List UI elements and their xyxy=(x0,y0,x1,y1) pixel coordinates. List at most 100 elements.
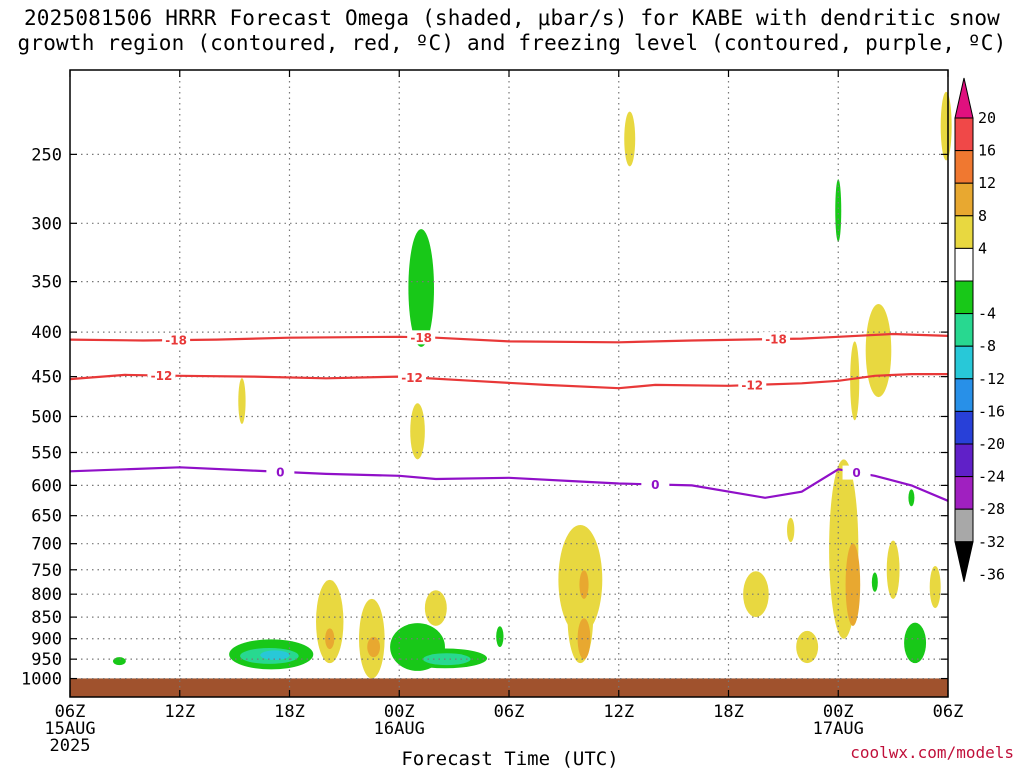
contour-label-bg xyxy=(407,330,436,345)
colorbar-bin-1 xyxy=(954,117,974,152)
x-axis-label: Forecast Time (UTC) xyxy=(401,748,618,768)
contour-label-bg xyxy=(147,368,176,383)
contour-label-0-1: 0 xyxy=(276,465,284,479)
y-tick-label-500: 500 xyxy=(31,407,62,427)
omega-cell-2 xyxy=(238,378,246,424)
x-tick-label-1-0: 12Z xyxy=(164,702,195,722)
x-tick-label-0-2: 2025 xyxy=(50,736,91,756)
colorbar-bin-5 xyxy=(954,247,974,282)
contour-label-bg xyxy=(398,370,427,385)
colorbar-bin-8 xyxy=(954,345,974,380)
omega-cell-14 xyxy=(410,403,425,460)
omega-cell-23 xyxy=(787,517,795,543)
contour-label-m18-2: -18 xyxy=(410,331,432,345)
credit-link[interactable]: coolwx.com/models xyxy=(850,743,1014,762)
y-tick-label-950: 950 xyxy=(31,650,62,670)
contour-label-bg xyxy=(641,477,670,492)
colorbar-label-4: 4 xyxy=(978,239,987,257)
colorbar-bin-11 xyxy=(954,443,974,478)
omega-cell-20 xyxy=(579,570,589,599)
y-tick-label-850: 850 xyxy=(31,608,62,628)
colorbar-bin-2 xyxy=(954,150,974,184)
omega-cell-34 xyxy=(929,565,941,609)
title-line-2: growth region (contoured, red, ºC) and f… xyxy=(17,31,1007,55)
omega-cell-25 xyxy=(835,179,842,242)
contour-label-bg xyxy=(738,377,767,392)
contour-label-bg xyxy=(266,464,295,479)
omega-cell-5 xyxy=(260,650,290,660)
omega-cell-22 xyxy=(743,571,769,618)
y-tick-label-350: 350 xyxy=(31,273,62,293)
colorbar-bin-6 xyxy=(954,280,974,315)
chart-title: 2025081506 HRRR Forecast Omega (shaded, … xyxy=(0,6,1024,56)
contour-label-bg xyxy=(762,332,791,347)
y-tick-label-750: 750 xyxy=(31,561,62,581)
contour-label-0-3: 0 xyxy=(852,466,860,480)
x-tick-label-3-0: 00Z xyxy=(384,702,415,722)
omega-cell-29 xyxy=(865,304,892,398)
x-tick-label-5-0: 12Z xyxy=(603,702,634,722)
y-tick-label-900: 900 xyxy=(31,630,62,650)
colorbar-label-8: -16 xyxy=(978,402,1005,420)
omega-cell-21 xyxy=(624,111,636,167)
colorbar-label-6: -8 xyxy=(978,337,996,355)
omega-cell-10 xyxy=(408,229,435,347)
y-tick-label-250: 250 xyxy=(31,145,62,165)
colorbar-bin-13 xyxy=(954,508,974,543)
colorbar-label-3: 8 xyxy=(978,207,987,225)
x-tick-label-0-1: 15AUG xyxy=(44,719,95,739)
y-tick-label-700: 700 xyxy=(31,535,62,555)
x-tick-label-4-0: 06Z xyxy=(494,702,525,722)
plot-area: -18 -18 -18 -12 -12 -12 0 0 0 250 300 350 400 450 500 5… xyxy=(21,69,964,756)
x-tick-label-0-0: 06Z xyxy=(55,702,86,722)
omega-cell-1 xyxy=(112,657,126,666)
y-tick-label-400: 400 xyxy=(31,323,62,343)
omega-cell-30 xyxy=(886,540,900,599)
omega-cell-31 xyxy=(871,572,878,592)
y-tick-label-650: 650 xyxy=(31,507,62,527)
omega-cell-28 xyxy=(850,341,860,421)
colorbar-bin-3 xyxy=(954,182,974,217)
colorbar: 20 16 12 8 4 -4 -8 -12 -16 -20 -24 -28 -32 -36 xyxy=(954,77,1005,583)
colorbar-top-arrow xyxy=(954,77,974,119)
omega-cell-19 xyxy=(577,618,591,660)
colorbar-bin-4 xyxy=(954,215,974,249)
contour-label-bg xyxy=(842,465,871,480)
colorbar-bin-7 xyxy=(954,313,974,347)
x-tick-label-7-0: 00Z xyxy=(823,702,854,722)
y-tick-label-550: 550 xyxy=(31,444,62,464)
y-tick-label-450: 450 xyxy=(31,368,62,388)
omega-cell-32 xyxy=(904,622,927,664)
omega-cell-33 xyxy=(908,489,915,507)
colorbar-bin-10 xyxy=(954,410,974,445)
y-tick-label-1000: 1000 xyxy=(21,670,62,690)
omega-cell-13 xyxy=(423,653,471,666)
x-tick-label-8-0: 06Z xyxy=(933,702,964,722)
colorbar-bottom-arrow xyxy=(954,541,974,582)
x-tick-label-2-0: 18Z xyxy=(274,702,305,722)
colorbar-label-9: -20 xyxy=(978,435,1005,453)
colorbar-label-11: -28 xyxy=(978,500,1005,518)
omega-cell-35 xyxy=(940,91,952,161)
contour-label-m18-1: -18 xyxy=(165,334,187,348)
omega-cell-27 xyxy=(845,543,861,626)
x-tick-label-7-1: 17AUG xyxy=(813,719,864,739)
y-tick-label-300: 300 xyxy=(31,214,62,234)
omega-cell-24 xyxy=(796,630,819,664)
colorbar-bin-9 xyxy=(954,378,974,412)
colorbar-label-2: 12 xyxy=(978,174,996,192)
colorbar-label-7: -12 xyxy=(978,370,1005,388)
y-tick-label-800: 800 xyxy=(31,585,62,605)
title-line-1: 2025081506 HRRR Forecast Omega (shaded, … xyxy=(23,6,1001,30)
omega-cell-15 xyxy=(424,590,447,626)
colorbar-label-1: 16 xyxy=(978,142,996,160)
x-tick-label-6-0: 18Z xyxy=(713,702,744,722)
contour-label-m12-1: -12 xyxy=(151,369,173,383)
contour-m12 xyxy=(69,373,948,390)
y-tick-label-600: 600 xyxy=(31,476,62,496)
contour-label-0-2: 0 xyxy=(651,478,659,492)
contour-m18 xyxy=(69,332,949,344)
omega-cell-16 xyxy=(496,626,504,648)
contour-label-m12-2: -12 xyxy=(401,371,423,385)
